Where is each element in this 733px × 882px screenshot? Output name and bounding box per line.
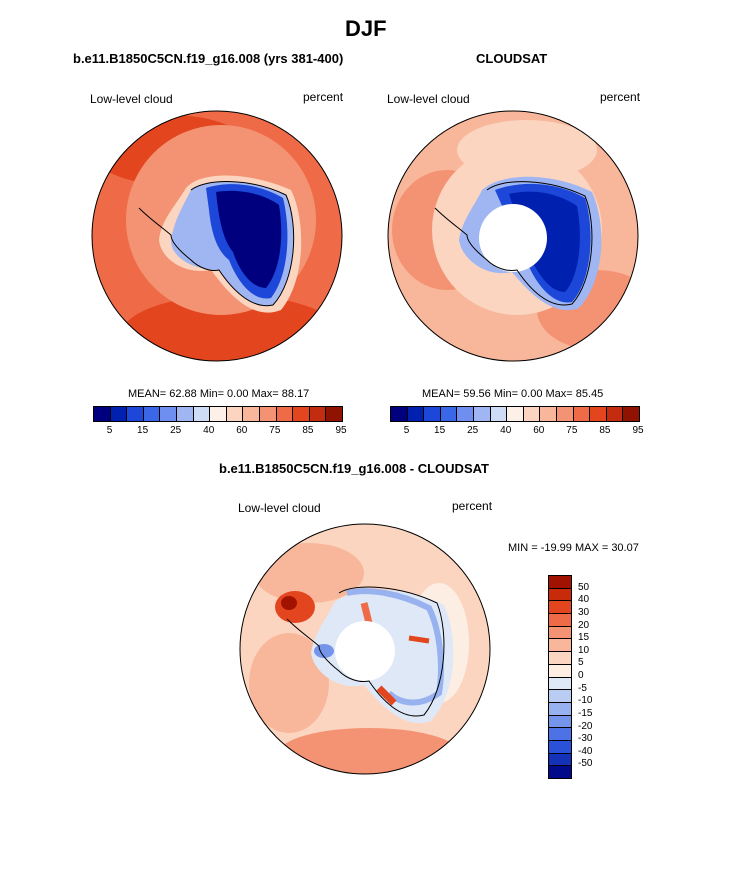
colorbar-swatch bbox=[210, 407, 227, 421]
colorbar-swatch bbox=[326, 407, 342, 421]
colorbar-tick-label: 5 bbox=[578, 657, 584, 669]
colorbar-swatch bbox=[549, 728, 571, 741]
panel1-stats: MEAN= 62.88 Min= 0.00 Max= 88.17 bbox=[128, 388, 310, 400]
colorbar-tick-label: -20 bbox=[578, 720, 593, 732]
panel2-stats: MEAN= 59.56 Min= 0.00 Max= 85.45 bbox=[422, 388, 604, 400]
colorbar-tick-label: -40 bbox=[578, 745, 593, 757]
colorbar-tick-label: 15 bbox=[578, 632, 590, 644]
panel2-title: CLOUDSAT bbox=[476, 51, 548, 66]
colorbar-swatch bbox=[507, 407, 524, 421]
colorbar-tick-label: -30 bbox=[578, 733, 593, 745]
colorbar-swatch bbox=[606, 407, 624, 421]
colorbar-swatch bbox=[549, 652, 571, 665]
colorbar-swatch bbox=[573, 407, 591, 421]
colorbar-swatch bbox=[549, 576, 571, 589]
colorbar-swatch bbox=[226, 407, 244, 421]
colorbar-swatch bbox=[276, 407, 294, 421]
colorbar-tick-label: -5 bbox=[578, 682, 587, 694]
season-title: DJF bbox=[345, 16, 387, 41]
colorbar-swatch bbox=[549, 588, 571, 602]
diff-colorbar bbox=[548, 575, 572, 779]
colorbar-swatch bbox=[193, 407, 211, 421]
colorbar-tick-label: 75 bbox=[566, 425, 578, 436]
colorbar-swatch bbox=[160, 407, 177, 421]
colorbar-swatch bbox=[243, 407, 260, 421]
colorbar-tick-label: 20 bbox=[578, 619, 590, 631]
colorbar-tick-label: 0 bbox=[578, 670, 584, 681]
colorbar-swatch bbox=[556, 407, 574, 421]
colorbar-tick-label: 85 bbox=[599, 425, 611, 436]
colorbar-tick-label: 5 bbox=[106, 425, 113, 436]
panel1-right-label: percent bbox=[303, 90, 344, 104]
panel1-colorbar bbox=[93, 406, 343, 422]
colorbar-tick-label: 10 bbox=[578, 644, 590, 656]
colorbar-swatch bbox=[549, 677, 571, 691]
colorbar-tick-label: 75 bbox=[269, 425, 281, 436]
colorbar-swatch bbox=[440, 407, 458, 421]
colorbar-tick-label: -50 bbox=[578, 758, 593, 770]
panel2-colorbar bbox=[390, 406, 640, 422]
colorbar-swatch bbox=[549, 626, 571, 640]
colorbar-tick-label: 15 bbox=[434, 425, 446, 436]
colorbar-swatch bbox=[549, 639, 571, 653]
colorbar-swatch bbox=[549, 664, 571, 678]
panel2-left-label: Low-level cloud bbox=[387, 92, 470, 106]
colorbar-swatch bbox=[407, 407, 425, 421]
colorbar-swatch bbox=[540, 407, 557, 421]
colorbar-tick-label: 95 bbox=[335, 425, 347, 436]
colorbar-swatch bbox=[549, 601, 571, 615]
colorbar-tick-label: 60 bbox=[533, 425, 545, 436]
colorbar-tick-label: -15 bbox=[578, 707, 593, 719]
colorbar-tick-label: 40 bbox=[578, 594, 590, 606]
panel1-polar-map bbox=[91, 110, 343, 362]
colorbar-swatch bbox=[549, 740, 571, 754]
colorbar-tick-label: 40 bbox=[500, 425, 512, 436]
colorbar-tick-label: 95 bbox=[632, 425, 644, 436]
colorbar-swatch bbox=[549, 766, 571, 778]
colorbar-swatch bbox=[424, 407, 441, 421]
colorbar-swatch bbox=[549, 715, 571, 729]
colorbar-tick-label: 25 bbox=[467, 425, 479, 436]
colorbar-swatch bbox=[176, 407, 194, 421]
colorbar-swatch bbox=[523, 407, 541, 421]
colorbar-swatch bbox=[473, 407, 491, 421]
colorbar-swatch bbox=[127, 407, 144, 421]
colorbar-swatch bbox=[259, 407, 277, 421]
colorbar-swatch bbox=[590, 407, 607, 421]
colorbar-tick-label: -10 bbox=[578, 695, 593, 707]
diff-left-label: Low-level cloud bbox=[238, 501, 321, 515]
diff-minmax: MIN = -19.99 MAX = 30.07 bbox=[508, 542, 639, 554]
colorbar-tick-label: 85 bbox=[302, 425, 314, 436]
colorbar-swatch bbox=[143, 407, 161, 421]
colorbar-swatch bbox=[94, 407, 111, 421]
colorbar-tick-label: 50 bbox=[578, 581, 590, 593]
diff-title: b.e11.B1850C5CN.f19_g16.008 - CLOUDSAT bbox=[219, 461, 489, 476]
colorbar-swatch bbox=[309, 407, 327, 421]
colorbar-swatch bbox=[623, 407, 639, 421]
colorbar-tick-label: 60 bbox=[236, 425, 248, 436]
colorbar-swatch bbox=[549, 702, 571, 716]
panel1-left-label: Low-level cloud bbox=[90, 92, 173, 106]
colorbar-tick-label: 25 bbox=[170, 425, 182, 436]
panel2-right-label: percent bbox=[600, 90, 641, 104]
colorbar-swatch bbox=[391, 407, 408, 421]
colorbar-tick-label: 5 bbox=[403, 425, 410, 436]
colorbar-swatch bbox=[549, 614, 571, 627]
colorbar-tick-label: 15 bbox=[137, 425, 149, 436]
colorbar-swatch bbox=[549, 753, 571, 767]
diff-right-label: percent bbox=[452, 499, 493, 513]
panel2-polar-map bbox=[387, 110, 639, 362]
panel1-title: b.e11.B1850C5CN.f19_g16.008 (yrs 381-400… bbox=[73, 51, 344, 66]
colorbar-tick-label: 40 bbox=[203, 425, 215, 436]
colorbar-swatch bbox=[490, 407, 508, 421]
colorbar-swatch bbox=[549, 690, 571, 703]
diff-polar-map bbox=[239, 523, 491, 775]
colorbar-swatch bbox=[110, 407, 128, 421]
colorbar-swatch bbox=[457, 407, 474, 421]
colorbar-swatch bbox=[293, 407, 310, 421]
colorbar-tick-label: 30 bbox=[578, 606, 590, 618]
